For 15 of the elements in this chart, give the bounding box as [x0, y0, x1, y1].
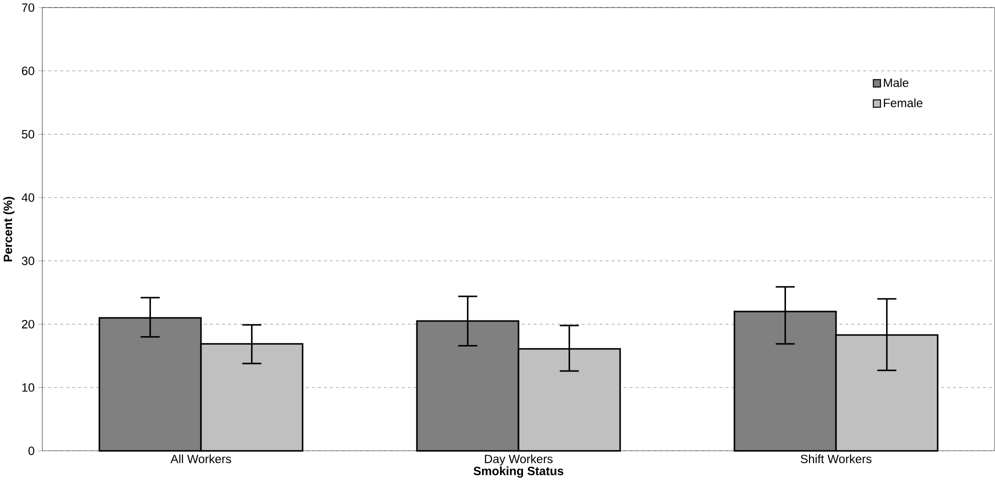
x-tick-label: Shift Workers	[800, 454, 872, 464]
y-axis-title: Percent (%)	[3, 196, 15, 262]
y-tick-label: 20	[22, 320, 34, 328]
legend-label: Female	[884, 98, 922, 108]
x-tick-label: All Workers	[170, 454, 232, 464]
y-tick-label: 40	[22, 193, 34, 202]
x-tick-label: Day Workers	[484, 454, 553, 466]
y-tick-label: 30	[22, 256, 34, 266]
y-tick-label: 60	[22, 66, 34, 76]
y-tick-label: 70	[22, 3, 34, 12]
x-axis-title: Smoking Status	[474, 466, 564, 478]
y-tick-label: 10	[22, 383, 34, 392]
y-tick-label: 0	[28, 446, 34, 456]
legend-label: Male	[884, 78, 908, 88]
y-tick-label: 50	[22, 130, 34, 138]
